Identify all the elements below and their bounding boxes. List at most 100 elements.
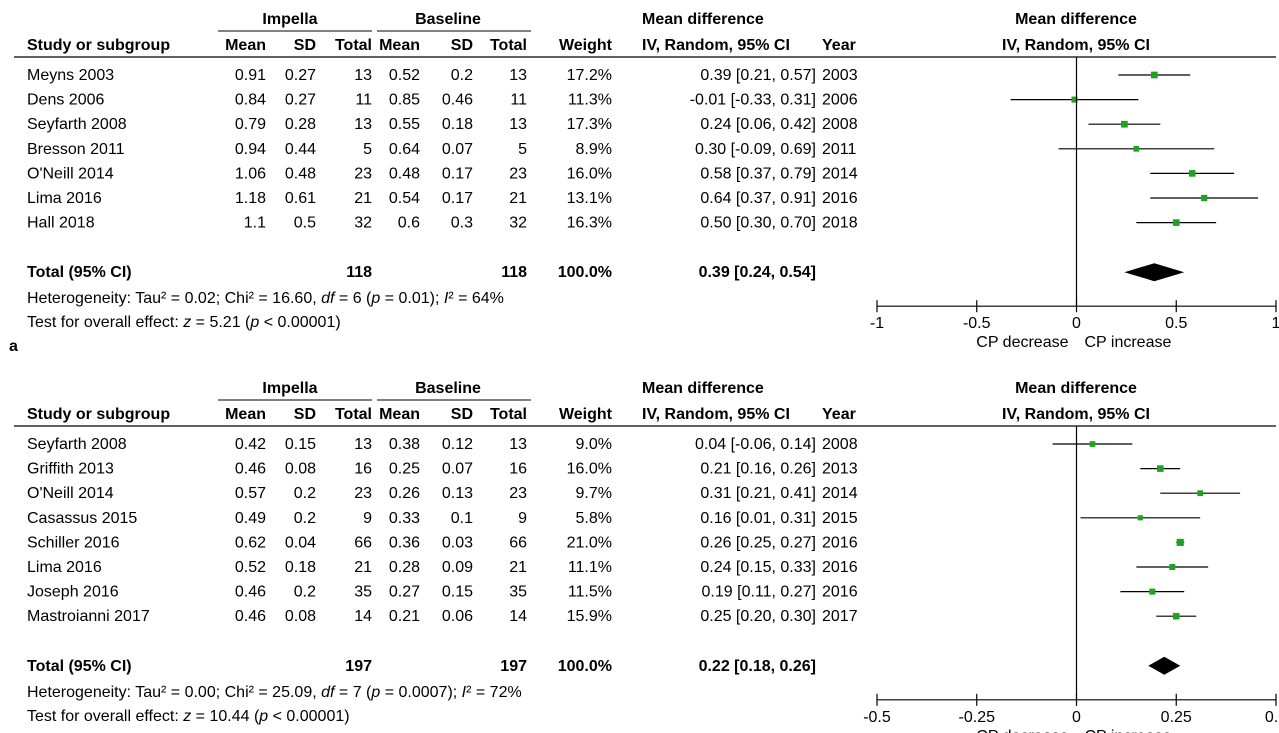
cell-total-impella: 66 bbox=[354, 534, 372, 551]
cell-total-baseline: 14 bbox=[509, 608, 527, 625]
cell-mean-impella: 1.1 bbox=[244, 215, 266, 232]
cell-mean-impella: 0.62 bbox=[235, 534, 266, 551]
cell-ci: 0.16 [0.01, 0.31] bbox=[700, 510, 816, 527]
cell-year: 2015 bbox=[822, 510, 858, 527]
column-header-weight: Weight bbox=[559, 406, 613, 423]
cell-sd-impella: 0.18 bbox=[285, 559, 316, 576]
cell-mean-impella: 0.57 bbox=[235, 485, 266, 502]
cell-total-baseline: 5 bbox=[518, 141, 527, 158]
x-axis-tick-label: -0.25 bbox=[959, 709, 996, 726]
cell-ci: 0.30 [-0.09, 0.69] bbox=[695, 141, 816, 158]
cell-mean-baseline: 0.25 bbox=[389, 461, 420, 478]
cell-total-baseline: 13 bbox=[509, 436, 527, 453]
cell-sd-baseline: 0.06 bbox=[442, 608, 473, 625]
cell-mean-baseline: 0.52 bbox=[389, 67, 420, 84]
cell-total-baseline: 13 bbox=[509, 116, 527, 133]
plot-header: Mean difference bbox=[1015, 380, 1137, 397]
column-header-total-impella: Total bbox=[335, 37, 372, 54]
total-label: Total (95% CI) bbox=[27, 658, 132, 675]
heterogeneity-text: Heterogeneity: Tau² = 0.00; Chi² = 25.09… bbox=[27, 684, 522, 701]
cell-weight: 11.5% bbox=[568, 584, 612, 601]
cell-total-impella: 5 bbox=[363, 141, 372, 158]
cell-sd-impella: 0.28 bbox=[285, 116, 316, 133]
cell-weight: 17.2% bbox=[567, 67, 612, 84]
total-ci: 0.22 [0.18, 0.26] bbox=[699, 658, 816, 675]
effect-marker bbox=[1172, 612, 1180, 620]
cell-sd-baseline: 0.03 bbox=[442, 534, 473, 551]
cell-ci: 0.24 [0.15, 0.33] bbox=[700, 559, 816, 576]
cell-total-baseline: 21 bbox=[509, 559, 527, 576]
x-axis-tick-label: 0.5 bbox=[1165, 315, 1187, 332]
heterogeneity-text: Heterogeneity: Tau² = 0.02; Chi² = 16.60… bbox=[27, 290, 504, 307]
pooled-diamond bbox=[1148, 656, 1181, 675]
cell-ci: 0.24 [0.06, 0.42] bbox=[700, 116, 816, 133]
cell-total-impella: 14 bbox=[354, 608, 372, 625]
cell-weight: 8.9% bbox=[576, 141, 612, 158]
effect-header: Mean difference bbox=[642, 380, 764, 397]
column-header-total-impella: Total bbox=[335, 406, 372, 423]
cell-ci: 0.19 [0.11, 0.27] bbox=[702, 584, 816, 601]
total-n-impella: 118 bbox=[346, 264, 372, 281]
cell-mean-impella: 0.46 bbox=[235, 584, 266, 601]
favours-left-label: CP decrease bbox=[976, 728, 1068, 733]
cell-mean-baseline: 0.64 bbox=[389, 141, 420, 158]
panel-label: a bbox=[9, 338, 18, 355]
total-n-baseline: 118 bbox=[501, 264, 527, 281]
column-header-sd-baseline: SD bbox=[451, 406, 473, 423]
group-header-impella: Impella bbox=[262, 380, 317, 397]
cell-total-baseline: 35 bbox=[509, 584, 527, 601]
total-weight: 100.0% bbox=[558, 658, 612, 675]
column-header-mean-baseline: Mean bbox=[379, 406, 420, 423]
study-name: Griffith 2013 bbox=[27, 461, 114, 478]
cell-mean-impella: 0.49 bbox=[235, 510, 266, 527]
cell-sd-impella: 0.2 bbox=[294, 584, 316, 601]
group-header-impella: Impella bbox=[262, 11, 317, 28]
cell-sd-impella: 0.61 bbox=[285, 190, 316, 207]
x-axis-tick-label: 0.25 bbox=[1161, 709, 1192, 726]
cell-ci: 0.04 [-0.06, 0.14] bbox=[695, 436, 816, 453]
x-axis-tick-label: 0 bbox=[1072, 709, 1081, 726]
plot-header: Mean difference bbox=[1015, 11, 1137, 28]
cell-total-impella: 13 bbox=[354, 116, 372, 133]
column-header-total-baseline: Total bbox=[490, 406, 527, 423]
cell-sd-impella: 0.04 bbox=[285, 534, 316, 551]
x-axis-tick-label: -0.5 bbox=[963, 315, 991, 332]
cell-weight: 16.3% bbox=[567, 215, 612, 232]
cell-ci: 0.64 [0.37, 0.91] bbox=[700, 190, 816, 207]
cell-mean-baseline: 0.27 bbox=[389, 584, 420, 601]
cell-mean-impella: 0.52 bbox=[235, 559, 266, 576]
cell-sd-impella: 0.15 bbox=[285, 436, 316, 453]
cell-year: 2006 bbox=[822, 92, 858, 109]
effect-marker bbox=[1188, 170, 1196, 177]
cell-weight: 5.8% bbox=[576, 510, 612, 527]
cell-sd-baseline: 0.09 bbox=[442, 559, 473, 576]
cell-weight: 16.0% bbox=[567, 461, 612, 478]
effect-marker bbox=[1133, 145, 1140, 152]
cell-ci: 0.31 [0.21, 0.41] bbox=[700, 485, 816, 502]
cell-mean-baseline: 0.55 bbox=[389, 116, 420, 133]
cell-mean-impella: 1.18 bbox=[235, 190, 266, 207]
plot-subheader: IV, Random, 95% CI bbox=[1002, 37, 1150, 54]
cell-ci: 0.39 [0.21, 0.57] bbox=[700, 67, 816, 84]
group-header-baseline: Baseline bbox=[415, 380, 481, 397]
effect-marker bbox=[1172, 219, 1180, 226]
column-header-sd-impella: SD bbox=[294, 406, 316, 423]
cell-mean-impella: 0.46 bbox=[235, 608, 266, 625]
effect-marker bbox=[1089, 441, 1096, 447]
pooled-diamond bbox=[1124, 263, 1185, 282]
column-header-year: Year bbox=[822, 37, 856, 54]
column-header-total-baseline: Total bbox=[490, 37, 527, 54]
cell-sd-impella: 0.2 bbox=[294, 510, 316, 527]
cell-ci: 0.21 [0.16, 0.26] bbox=[700, 461, 816, 478]
study-name: Seyfarth 2008 bbox=[27, 116, 127, 133]
effect-marker bbox=[1169, 564, 1176, 570]
cell-weight: 21.0% bbox=[567, 534, 612, 551]
cell-sd-impella: 0.27 bbox=[285, 92, 316, 109]
cell-mean-baseline: 0.28 bbox=[389, 559, 420, 576]
cell-year: 2008 bbox=[822, 116, 858, 133]
cell-sd-baseline: 0.15 bbox=[442, 584, 473, 601]
cell-mean-baseline: 0.6 bbox=[398, 215, 420, 232]
cell-ci: 0.26 [0.25, 0.27] bbox=[700, 534, 816, 551]
column-header-sd-baseline: SD bbox=[451, 37, 473, 54]
